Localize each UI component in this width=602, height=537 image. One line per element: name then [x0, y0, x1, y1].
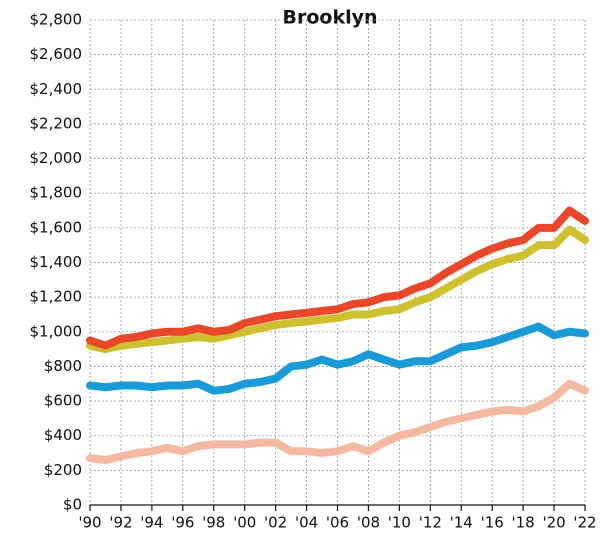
- x-tick-label: '96: [171, 514, 194, 532]
- y-tick-label: $1,600: [30, 218, 83, 236]
- x-tick-label: '12: [419, 514, 442, 532]
- x-tick-label: '22: [573, 514, 596, 532]
- y-tick-label: $2,400: [30, 80, 83, 98]
- x-tick-label: '04: [295, 514, 318, 532]
- x-tick-label: '00: [233, 514, 256, 532]
- y-tick-label: $2,800: [30, 11, 83, 29]
- x-tick-label: '06: [326, 514, 349, 532]
- y-tick-label: $1,000: [30, 322, 83, 340]
- series-line: [86, 322, 589, 395]
- x-tick-label: '20: [542, 514, 565, 532]
- y-tick-label: $400: [44, 426, 82, 444]
- x-tick-label: '92: [109, 514, 132, 532]
- y-tick-label: $1,800: [30, 184, 83, 202]
- series-line: [86, 225, 589, 354]
- y-tick-label: $1,200: [30, 288, 83, 306]
- x-tick-label: '02: [264, 514, 287, 532]
- y-tick-label: $2,000: [30, 149, 83, 167]
- y-tick-label: $2,200: [30, 114, 83, 132]
- y-tick-label: $2,600: [30, 45, 83, 63]
- x-tick-label: '10: [388, 514, 411, 532]
- x-tick-label: '14: [450, 514, 473, 532]
- x-tick-label: '94: [140, 514, 163, 532]
- x-tick-label: '98: [202, 514, 225, 532]
- y-tick-label: $600: [44, 392, 82, 410]
- x-tick-label: '18: [512, 514, 535, 532]
- series-line: [86, 379, 589, 464]
- chart-title: Brooklyn: [282, 7, 377, 29]
- y-tick-label: $200: [44, 461, 82, 479]
- x-tick-label: '08: [357, 514, 380, 532]
- y-tick-label: $800: [44, 357, 82, 375]
- x-tick-label: '90: [78, 514, 101, 532]
- y-tick-label: $1,400: [30, 253, 83, 271]
- y-tick-label: $0: [63, 496, 82, 514]
- series-line: [86, 206, 589, 350]
- x-tick-label: '16: [481, 514, 504, 532]
